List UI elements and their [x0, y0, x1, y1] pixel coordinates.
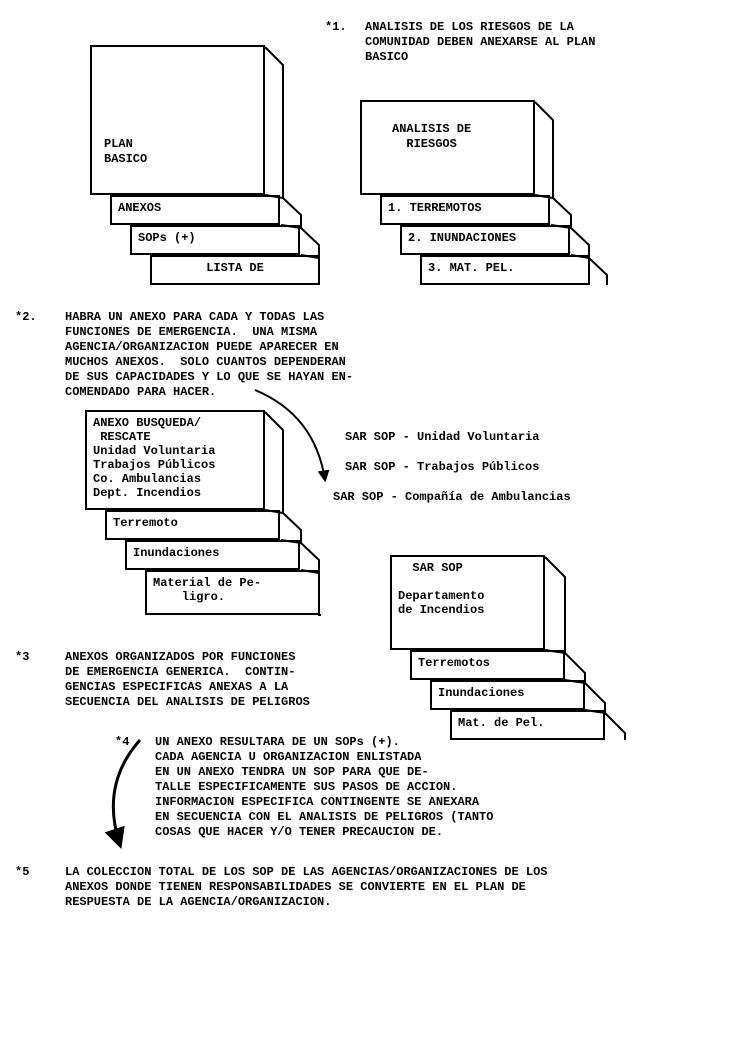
stack3-l3-label: Material de Pe- ligro. — [153, 576, 261, 604]
stack3-l1: Terremoto — [105, 510, 280, 540]
stack3-main: ANEXO BUSQUEDA/ RESCATE Unidad Voluntari… — [85, 410, 265, 510]
stack1-l2-label: SOPs (+) — [138, 231, 196, 245]
stack4-l2: Inundaciones — [430, 680, 585, 710]
stack3-main-label: ANEXO BUSQUEDA/ RESCATE Unidad Voluntari… — [93, 416, 215, 500]
stack4-l1: Terremotos — [410, 650, 565, 680]
stack1-l1: ANEXOS — [110, 195, 280, 225]
section3-text: ANEXOS ORGANIZADOS POR FUNCIONES DE EMER… — [65, 650, 310, 710]
stack4-l2-label: Inundaciones — [438, 686, 524, 700]
stack4-l1-label: Terremotos — [418, 656, 490, 670]
stack2-main-label: ANALISIS DE RIESGOS — [392, 122, 471, 152]
stack2-main: ANALISIS DE RIESGOS — [360, 100, 535, 195]
stack2-l1-label: 1. TERREMOTOS — [388, 201, 482, 215]
section4-text: UN ANEXO RESULTARA DE UN SOPs (+). CADA … — [155, 735, 493, 840]
stack4-main-label: SAR SOP Departamento de Incendios — [398, 561, 484, 617]
stack1-l2: SOPs (+) — [130, 225, 300, 255]
section5-marker: *5 — [15, 865, 29, 880]
stack2-l2-label: 2. INUNDACIONES — [408, 231, 516, 245]
stack2-l3: 3. MAT. PEL. — [420, 255, 590, 285]
section2-text: HABRA UN ANEXO PARA CADA Y TODAS LAS FUN… — [65, 310, 353, 400]
stack4-l3-label: Mat. de Pel. — [458, 716, 544, 730]
sar-list-b: SAR SOP - Trabajos Públicos — [345, 460, 539, 475]
stack1-l3-label: LISTA DE — [206, 261, 264, 275]
section4-marker: *4 — [115, 735, 129, 750]
section5-text: LA COLECCION TOTAL DE LOS SOP DE LAS AGE… — [65, 865, 547, 910]
stack1-main: PLAN BASICO — [90, 45, 265, 195]
stack2-l1: 1. TERREMOTOS — [380, 195, 550, 225]
sar-list-a: SAR SOP - Unidad Voluntaria — [345, 430, 539, 445]
stack3-l3: Material de Pe- ligro. — [145, 570, 320, 615]
section1-heading: ANALISIS DE LOS RIESGOS DE LA COMUNIDAD … — [365, 20, 595, 65]
stack3-l1-label: Terremoto — [113, 516, 178, 530]
stack3-l2: Inundaciones — [125, 540, 300, 570]
section1-marker: *1. — [325, 20, 347, 35]
stack1-l1-label: ANEXOS — [118, 201, 161, 215]
stack3-l2-label: Inundaciones — [133, 546, 219, 560]
diagram-canvas: *1. ANALISIS DE LOS RIESGOS DE LA COMUNI… — [15, 15, 715, 1030]
stack1-main-label: PLAN BASICO — [104, 137, 147, 167]
sar-list-c: SAR SOP - Compañía de Ambulancias — [333, 490, 571, 505]
stack2-l2: 2. INUNDACIONES — [400, 225, 570, 255]
stack4-main: SAR SOP Departamento de Incendios — [390, 555, 545, 650]
section2-marker: *2. — [15, 310, 37, 325]
stack2-l3-label: 3. MAT. PEL. — [428, 261, 514, 275]
section3-marker: *3 — [15, 650, 29, 665]
stack1-l3: LISTA DE — [150, 255, 320, 285]
